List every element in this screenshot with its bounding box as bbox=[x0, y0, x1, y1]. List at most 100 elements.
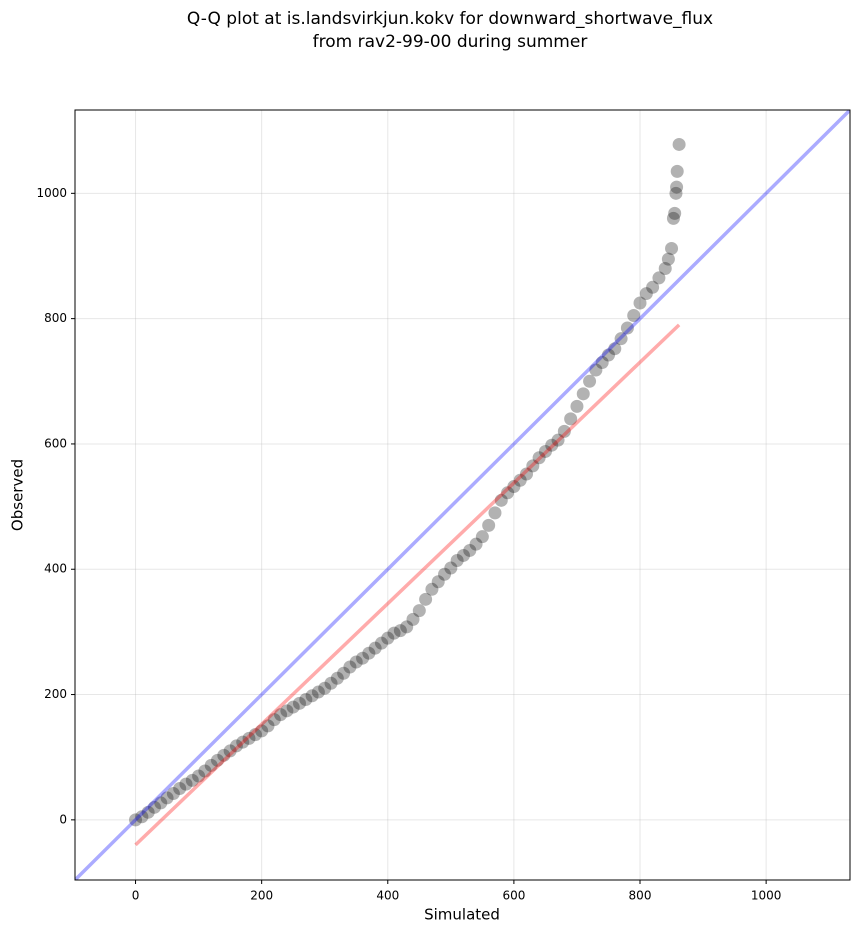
point bbox=[665, 241, 679, 255]
point bbox=[343, 660, 357, 674]
point bbox=[349, 655, 363, 669]
point bbox=[242, 731, 256, 745]
point bbox=[666, 211, 680, 225]
point bbox=[311, 685, 325, 699]
point bbox=[576, 387, 590, 401]
point bbox=[166, 787, 180, 801]
point bbox=[330, 671, 344, 685]
point bbox=[318, 681, 332, 695]
x-tick-label: 400 bbox=[376, 889, 399, 903]
point bbox=[160, 791, 174, 805]
point bbox=[393, 624, 407, 638]
point bbox=[633, 296, 647, 310]
point bbox=[652, 271, 666, 285]
point bbox=[412, 604, 426, 618]
point bbox=[450, 553, 464, 567]
point bbox=[274, 708, 288, 722]
point bbox=[583, 374, 597, 388]
point bbox=[223, 744, 237, 758]
point bbox=[463, 543, 477, 557]
point bbox=[669, 186, 683, 200]
point bbox=[141, 805, 155, 819]
point bbox=[204, 758, 218, 772]
point bbox=[595, 355, 609, 369]
point bbox=[620, 321, 634, 335]
point bbox=[305, 689, 319, 703]
point bbox=[173, 782, 187, 796]
plot-frame bbox=[74, 109, 851, 881]
point bbox=[614, 332, 628, 346]
point bbox=[627, 309, 641, 323]
x-tick-label: 1000 bbox=[751, 889, 782, 903]
point bbox=[362, 646, 376, 660]
point bbox=[475, 530, 489, 544]
point bbox=[494, 493, 508, 507]
y-tick-label: 0 bbox=[59, 812, 67, 826]
plot-area bbox=[75, 110, 850, 880]
point bbox=[507, 480, 521, 494]
point bbox=[229, 739, 243, 753]
point bbox=[670, 180, 684, 194]
point bbox=[456, 548, 470, 562]
y-tick-label: 200 bbox=[44, 687, 67, 701]
point bbox=[280, 704, 294, 718]
chart-title: from rav2-99-00 during summer bbox=[313, 32, 588, 52]
reference-line bbox=[75, 110, 850, 880]
point bbox=[482, 518, 496, 532]
point bbox=[469, 537, 483, 551]
point bbox=[672, 137, 686, 151]
point bbox=[135, 810, 149, 824]
point bbox=[154, 796, 168, 810]
chart-title: Q-Q plot at is.landsvirkjun.kokv for dow… bbox=[187, 9, 713, 29]
point bbox=[286, 700, 300, 714]
point bbox=[198, 764, 212, 778]
point bbox=[661, 252, 675, 266]
point bbox=[670, 164, 684, 178]
point bbox=[356, 651, 370, 665]
point bbox=[261, 719, 275, 733]
point bbox=[431, 575, 445, 589]
point bbox=[658, 262, 672, 276]
y-tick-label: 800 bbox=[44, 311, 67, 325]
point bbox=[299, 693, 313, 707]
point bbox=[406, 612, 420, 626]
point bbox=[639, 287, 653, 301]
point bbox=[292, 696, 306, 710]
x-axis-label: Simulated bbox=[424, 906, 500, 924]
point bbox=[255, 724, 269, 738]
point bbox=[488, 506, 502, 520]
point bbox=[185, 773, 199, 787]
y-axis-label: Observed bbox=[9, 459, 27, 531]
point bbox=[419, 592, 433, 606]
point bbox=[374, 636, 388, 650]
point bbox=[147, 800, 161, 814]
reference-line bbox=[134, 323, 681, 847]
point bbox=[668, 206, 682, 220]
point bbox=[217, 748, 231, 762]
x-tick-label: 800 bbox=[629, 889, 652, 903]
point bbox=[601, 348, 615, 362]
point bbox=[438, 567, 452, 581]
x-tick-label: 200 bbox=[250, 889, 273, 903]
point bbox=[538, 444, 552, 458]
point bbox=[400, 620, 414, 634]
point bbox=[337, 666, 351, 680]
point bbox=[236, 735, 250, 749]
x-tick-label: 600 bbox=[502, 889, 525, 903]
point bbox=[324, 676, 338, 690]
point bbox=[520, 467, 534, 481]
point bbox=[192, 769, 206, 783]
point bbox=[129, 813, 143, 827]
point bbox=[267, 713, 281, 727]
point bbox=[501, 486, 515, 500]
point bbox=[551, 433, 565, 447]
point bbox=[526, 459, 540, 473]
point bbox=[608, 342, 622, 356]
point bbox=[425, 582, 439, 596]
point bbox=[248, 728, 262, 742]
y-tick-label: 400 bbox=[44, 562, 67, 576]
x-tick-label: 0 bbox=[132, 889, 140, 903]
point bbox=[564, 412, 578, 426]
point bbox=[381, 631, 395, 645]
